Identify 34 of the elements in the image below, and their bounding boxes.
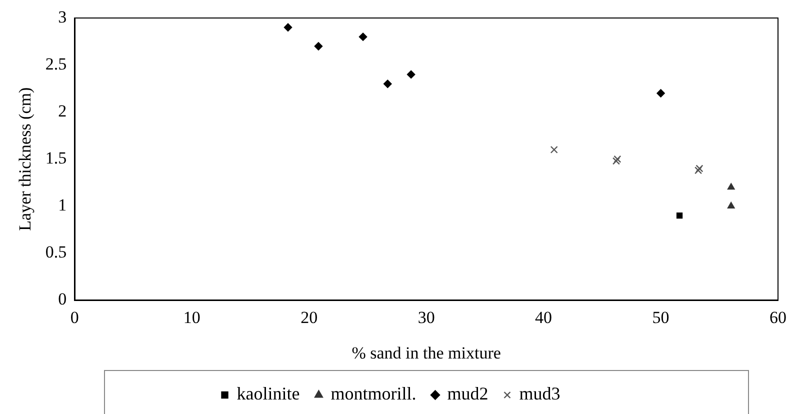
x-tick-label: 20 [300, 308, 318, 327]
y-tick-label: 2 [58, 102, 67, 121]
legend-label: mud3 [519, 384, 560, 404]
x-tick-label: 40 [535, 308, 552, 327]
point [550, 146, 558, 154]
point [406, 70, 416, 79]
point [656, 89, 665, 98]
point [612, 157, 620, 165]
point [696, 164, 704, 172]
point [614, 155, 622, 163]
y-tick-label: 0.5 [45, 242, 67, 262]
point [284, 23, 292, 32]
legend-label: montmorill. [330, 384, 416, 404]
y-axis-title: Layer thickness (cm) [16, 87, 35, 231]
point [358, 32, 368, 41]
x-tick-label: 30 [418, 308, 435, 327]
x-tick-label: 10 [183, 308, 200, 327]
point [314, 42, 323, 50]
point [676, 212, 683, 219]
point [727, 183, 735, 190]
x-tick-label: 0 [70, 308, 79, 327]
x-tick-label: 60 [770, 308, 786, 327]
x-axis-title: % sand in the mixture [352, 343, 501, 362]
legend-label: kaolinite [236, 384, 300, 404]
point [384, 80, 392, 88]
y-tick-label: 1 [58, 196, 67, 215]
point [694, 166, 702, 174]
point [727, 202, 735, 208]
legend-label: mud2 [447, 384, 488, 404]
y-tick-label: 2.5 [45, 54, 67, 74]
y-tick-label: 3 [58, 7, 67, 26]
y-tick-label: 0 [58, 290, 67, 309]
y-tick-label: 1.5 [45, 148, 67, 168]
x-tick-label: 50 [652, 308, 670, 327]
